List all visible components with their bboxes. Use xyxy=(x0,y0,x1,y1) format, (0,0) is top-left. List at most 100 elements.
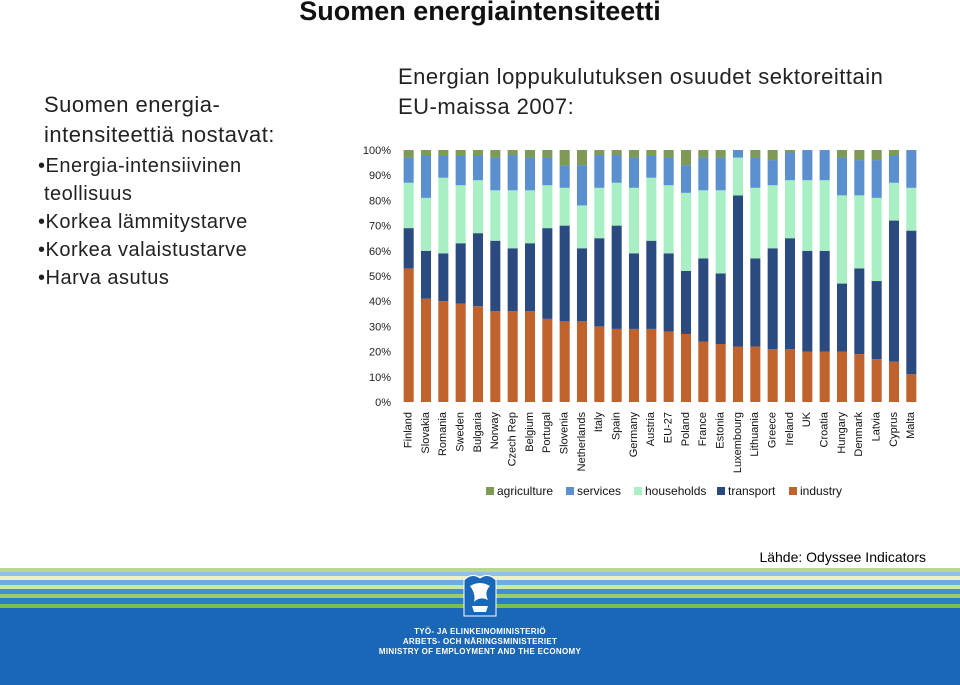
bar-households xyxy=(403,182,414,229)
bar-agriculture xyxy=(680,150,692,166)
x-tick-label: Slovakia xyxy=(420,411,432,453)
bar-households xyxy=(732,157,744,196)
bar-transport xyxy=(646,240,657,329)
legend-label-agriculture: agriculture xyxy=(497,484,553,498)
x-tick-label: Slovenia xyxy=(559,411,571,454)
bar-industry xyxy=(750,346,761,402)
chart-title: Energian loppukulutuksen osuudet sektore… xyxy=(398,64,884,119)
bar-industry xyxy=(732,346,744,402)
bar-services xyxy=(559,165,570,188)
left-heading: Suomen energia-intensiteettiä nostavat: xyxy=(44,92,275,147)
bar-households xyxy=(854,195,865,269)
bar-industry xyxy=(611,328,622,402)
bar-transport xyxy=(784,238,796,350)
bar-households xyxy=(888,182,900,221)
y-tick-label: 90% xyxy=(369,170,391,182)
bar-services xyxy=(438,155,449,178)
bar-agriculture xyxy=(871,150,882,161)
ministry-name-sv: ARBETS- OCH NÄRINGSMINISTERIET xyxy=(402,637,558,646)
legend-label-industry: industry xyxy=(800,484,842,498)
bar-transport xyxy=(854,268,865,355)
bar-transport xyxy=(819,250,830,352)
legend-swatch-transport xyxy=(717,487,725,495)
bar-agriculture xyxy=(420,150,432,156)
x-tick-label: Poland xyxy=(680,412,692,446)
x-tick-label: France xyxy=(697,412,709,446)
bar-transport xyxy=(906,230,917,375)
bar-transport xyxy=(732,195,744,347)
bullet-heating: Korkea lämmitystarve xyxy=(44,208,334,236)
bar-industry xyxy=(819,351,830,402)
bar-industry xyxy=(715,344,726,402)
bar-agriculture xyxy=(542,150,553,158)
bar-services xyxy=(472,155,484,181)
bar-households xyxy=(819,180,830,251)
y-tick-label: 60% xyxy=(369,246,391,258)
bar-services xyxy=(420,155,432,198)
bar-services xyxy=(611,155,622,183)
bullet-population: Harva asutus xyxy=(44,264,334,292)
bar-transport xyxy=(628,253,640,329)
bar-agriculture xyxy=(767,150,778,161)
bar-services xyxy=(836,157,848,196)
x-tick-label: UK xyxy=(801,411,813,427)
bar-households xyxy=(802,180,813,251)
bar-households xyxy=(767,185,778,249)
bar-households xyxy=(750,187,761,259)
bar-industry xyxy=(472,306,484,402)
x-tick-label: Estonia xyxy=(715,411,727,449)
bar-households xyxy=(490,190,501,241)
bullet-industry: Energia-intensiivinen teollisuus xyxy=(44,152,334,208)
bar-services xyxy=(455,155,466,186)
bar-services xyxy=(906,150,917,188)
bar-services xyxy=(715,157,726,191)
bar-households xyxy=(455,185,466,244)
bar-services xyxy=(698,157,709,191)
bar-households xyxy=(698,190,709,259)
x-tick-label: Lithuania xyxy=(749,411,761,457)
bar-transport xyxy=(750,258,761,347)
ministry-name-en: MINISTRY OF EMPLOYMENT AND THE ECONOMY xyxy=(378,647,582,656)
legend-swatch-services xyxy=(566,487,574,495)
bar-transport xyxy=(611,225,622,329)
bar-agriculture xyxy=(784,150,796,153)
bar-services xyxy=(854,160,865,196)
stacked-bar-chart: 0% 10% 20% 30% 40% 50% 60% 70% 80% 90% 100% Finland… xyxy=(363,145,917,498)
bar-transport xyxy=(559,225,570,322)
bar-industry xyxy=(698,341,709,402)
bar-services xyxy=(594,155,605,188)
x-tick-label: Malta xyxy=(905,411,917,439)
bar-agriculture xyxy=(698,150,709,158)
x-tick-label: Czech Rep xyxy=(507,412,519,466)
bar-services xyxy=(750,157,761,188)
bar-services xyxy=(403,157,414,183)
bar-industry xyxy=(455,303,466,402)
bar-transport xyxy=(888,220,900,362)
bar-services xyxy=(507,155,518,191)
bar-transport xyxy=(836,283,848,352)
y-tick-label: 30% xyxy=(369,321,391,333)
source-label: Lähde: Odyssee Indicators xyxy=(759,549,926,565)
bar-industry xyxy=(559,321,570,402)
bar-agriculture xyxy=(594,150,605,156)
bar-transport xyxy=(507,248,518,312)
bar-households xyxy=(542,185,553,229)
bar-services xyxy=(680,165,692,193)
bar-households xyxy=(594,187,605,239)
bar-industry xyxy=(888,361,900,402)
bar-transport xyxy=(438,253,449,302)
bar-agriculture xyxy=(628,150,640,158)
bar-households xyxy=(576,205,588,249)
bar-agriculture xyxy=(576,150,588,166)
legend-label-services: services xyxy=(577,484,621,498)
bar-industry xyxy=(576,321,588,402)
bar-services xyxy=(871,160,882,198)
x-tick-label: Hungary xyxy=(836,412,848,454)
bar-services xyxy=(490,157,501,191)
x-tick-label: Ireland xyxy=(784,412,796,446)
bar-transport xyxy=(680,270,692,334)
legend-label-transport: transport xyxy=(728,484,776,498)
y-tick-label: 50% xyxy=(369,271,391,283)
bar-households xyxy=(836,195,848,284)
bar-industry xyxy=(628,328,640,402)
